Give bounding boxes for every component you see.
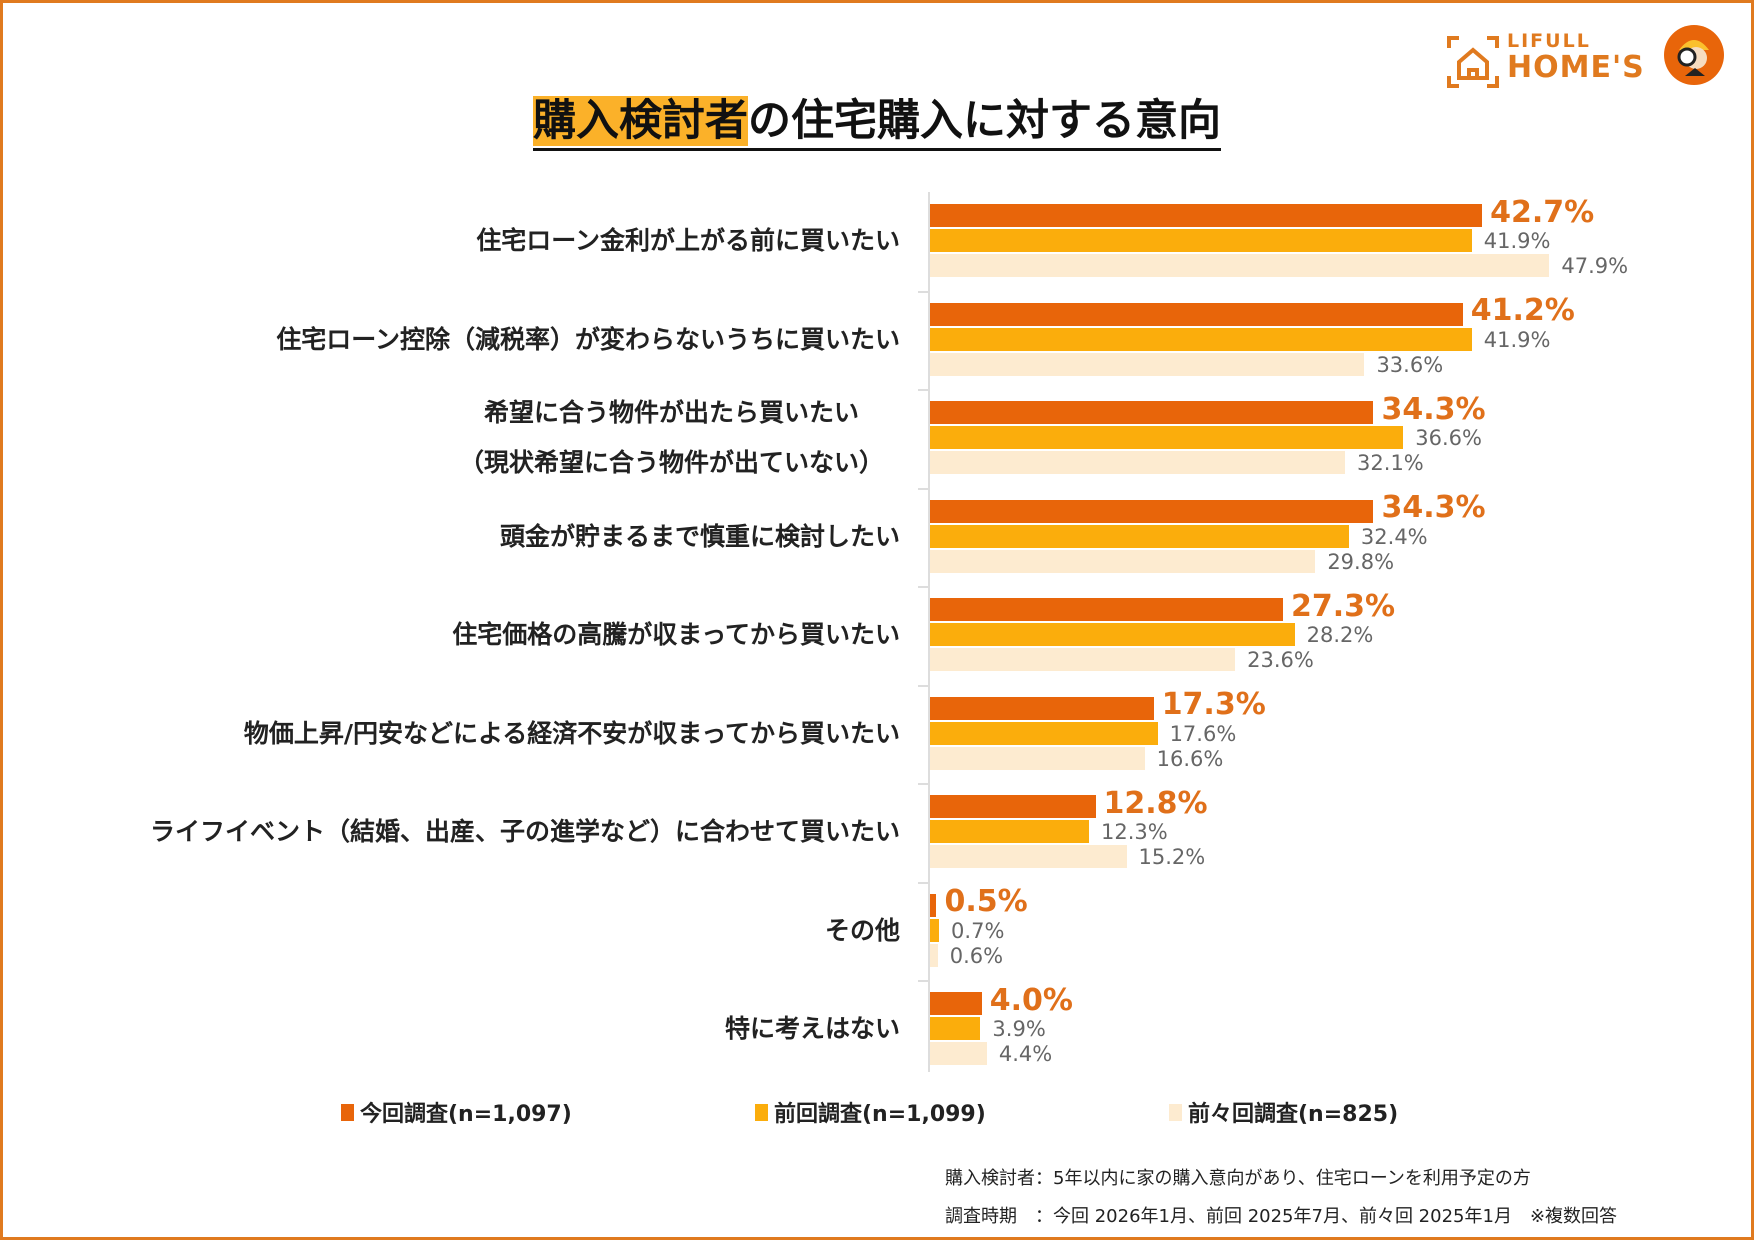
house-frame-icon — [1447, 36, 1499, 88]
bar-series0 — [930, 499, 1374, 523]
data-label-series2: 33.6% — [1376, 352, 1444, 377]
data-label-series0: 12.8% — [1103, 785, 1208, 821]
category-label: 特に考えはない — [724, 1014, 900, 1043]
data-label-series0: 42.7% — [1490, 194, 1595, 230]
bar-series1 — [930, 820, 1090, 843]
bar-series1 — [930, 623, 1295, 646]
bar-series1 — [930, 426, 1404, 449]
bar-series1 — [930, 229, 1472, 252]
axis-tick — [918, 684, 930, 687]
bar-series2 — [930, 451, 1346, 474]
legend-swatch-previous — [755, 1103, 768, 1121]
category-label: ライフイベント（結婚、出産、子の進学など）に合わせて買いたい — [149, 817, 900, 846]
logo-text-homes: HOME'S — [1507, 50, 1645, 85]
data-label-series0: 41.2% — [1470, 293, 1575, 329]
data-label-series1: 41.9% — [1483, 327, 1551, 352]
data-label-series2: 16.6% — [1156, 746, 1224, 771]
data-label-series2: 47.9% — [1561, 254, 1629, 279]
bar-series2 — [930, 549, 1316, 573]
data-label-series0: 4.0% — [989, 982, 1073, 1018]
mascot-icon — [1664, 25, 1724, 85]
category-label: 住宅ローン金利が上がる前に買いたい — [476, 226, 900, 255]
bar-series0 — [930, 893, 937, 917]
data-label-series0: 0.5% — [944, 884, 1028, 920]
legend-label-previous: 前回調査(n=1,099) — [774, 1102, 986, 1127]
bar-series2 — [930, 943, 938, 967]
data-label-series2: 15.2% — [1138, 845, 1206, 870]
data-label-series0: 34.3% — [1381, 391, 1486, 427]
data-label-series1: 41.9% — [1483, 229, 1551, 254]
legend-label-current: 今回調査(n=1,097) — [360, 1102, 572, 1127]
data-label-series0: 34.3% — [1381, 490, 1486, 526]
bar-series0 — [930, 795, 1096, 818]
data-label-series1: 3.9% — [992, 1017, 1046, 1042]
data-label-series1: 28.2% — [1306, 623, 1374, 648]
data-label-series2: 23.6% — [1247, 648, 1314, 673]
data-label-series2: 0.6% — [949, 943, 1004, 968]
legend-swatch-before-previous — [1169, 1103, 1182, 1121]
bar-series0 — [930, 696, 1154, 720]
logo-text-lifull: LIFULL — [1507, 30, 1591, 52]
legend-item-previous: 前回調査(n=1,099) — [755, 1096, 986, 1128]
data-label-series1: 32.4% — [1360, 524, 1428, 549]
category-label: 住宅価格の高騰が収まってから買いたい — [452, 620, 900, 649]
bar-series2 — [930, 1042, 987, 1065]
bar-series2 — [930, 254, 1550, 277]
legend-label-before-previous: 前々回調査(n=825) — [1188, 1102, 1399, 1127]
bar-series1 — [930, 721, 1158, 745]
data-label-series0: 27.3% — [1290, 588, 1396, 624]
note-survey-period: 調査時期 ：今回 2026年1月、前回 2025年7月、前々回 2025年1月 … — [945, 1206, 1618, 1227]
axis-tick — [918, 487, 930, 490]
data-label-series0: 17.3% — [1161, 687, 1266, 723]
bar-series0 — [930, 302, 1463, 326]
data-label-series1: 17.6% — [1169, 721, 1237, 746]
category-label: 頭金が貯まるまで慎重に検討したい — [499, 521, 900, 551]
axis-tick — [918, 389, 930, 391]
axis-tick — [918, 783, 930, 785]
bar-series2 — [930, 352, 1365, 376]
bar-series0 — [930, 401, 1374, 424]
title-rest: の住宅購入に対する意向 — [748, 96, 1221, 146]
bar-series2 — [930, 648, 1236, 671]
bar-series1 — [930, 524, 1349, 548]
category-label: その他 — [824, 915, 900, 945]
bar-series1 — [930, 918, 940, 942]
data-label-series2: 32.1% — [1357, 451, 1424, 476]
axis-tick — [918, 586, 930, 588]
title-highlight: 購入検討者 — [533, 96, 748, 146]
legend-swatch-current — [341, 1103, 354, 1121]
axis-tick — [918, 980, 930, 982]
axis-tick — [918, 881, 930, 884]
data-label-series1: 12.3% — [1101, 820, 1168, 845]
category-label: 希望に合う物件が出たら買いたい （現状希望に合う物件が出ていない） — [458, 398, 884, 477]
bar-series1 — [930, 1017, 981, 1040]
legend-item-before-previous: 前々回調査(n=825) — [1169, 1096, 1398, 1128]
data-label-series1: 0.7% — [951, 918, 1005, 943]
bar-series1 — [930, 327, 1472, 351]
y-axis-line — [928, 192, 930, 1072]
data-label-series2: 29.8% — [1327, 549, 1395, 574]
data-label-series1: 36.6% — [1415, 426, 1482, 451]
data-label-series2: 4.4% — [998, 1042, 1053, 1067]
lifull-homes-logo: LIFULL HOME'S — [1445, 25, 1745, 98]
bar-series2 — [930, 746, 1145, 770]
legend-item-current: 今回調査(n=1,097) — [341, 1096, 572, 1128]
bar-series0 — [930, 204, 1483, 227]
bar-series2 — [930, 845, 1127, 868]
category-label: 物価上昇/円安などによる経済不安が収まってから買いたい — [243, 718, 900, 748]
category-label: 住宅ローン控除（減税率）が変わらないうちに買いたい — [276, 324, 900, 354]
note-definition: 購入検討者：5年以内に家の購入意向があり、住宅ローンを利用予定の方 — [945, 1168, 1531, 1189]
axis-tick — [918, 290, 930, 293]
bar-series0 — [930, 598, 1283, 621]
bar-series0 — [930, 992, 982, 1015]
chart-title: 購入検討者の住宅購入に対する意向 — [0, 86, 1754, 151]
